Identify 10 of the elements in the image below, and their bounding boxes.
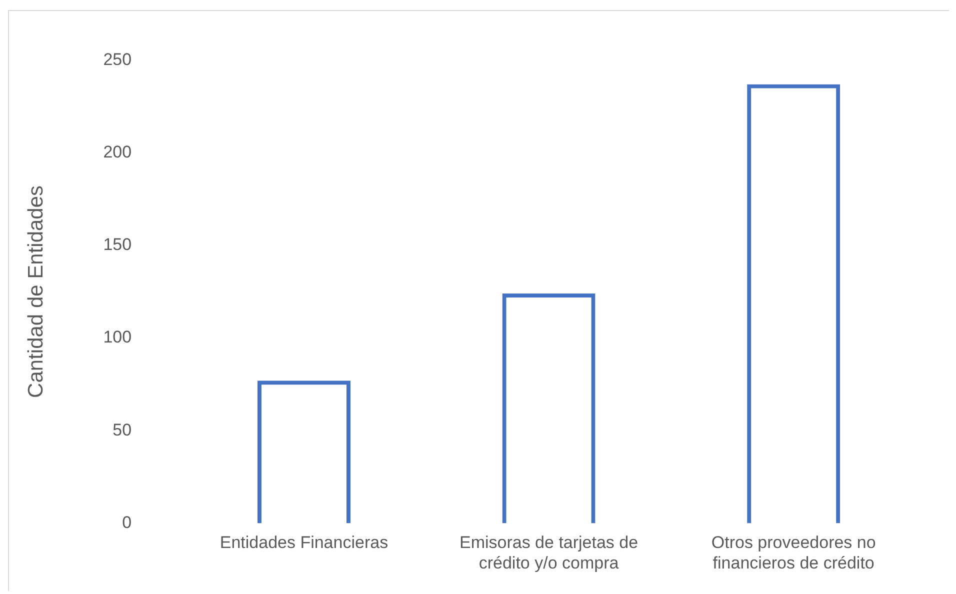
y-tick-label: 0 [122,512,132,532]
y-tick-label: 150 [103,235,132,254]
x-tick-label: Otros proveedores no financieros de crédito [711,533,876,572]
x-tick-label: Emisoras de tarjetas de crédito y/o compra [459,533,638,572]
x-tick-label: Entidades Financieras [220,533,388,552]
y-tick-label: 50 [112,420,132,440]
y-axis-title: Cantidad de Entidades [24,185,48,398]
y-tick-label: 100 [103,328,132,347]
y-tick-label: 250 [103,50,132,69]
y-tick-label: 200 [103,142,132,162]
